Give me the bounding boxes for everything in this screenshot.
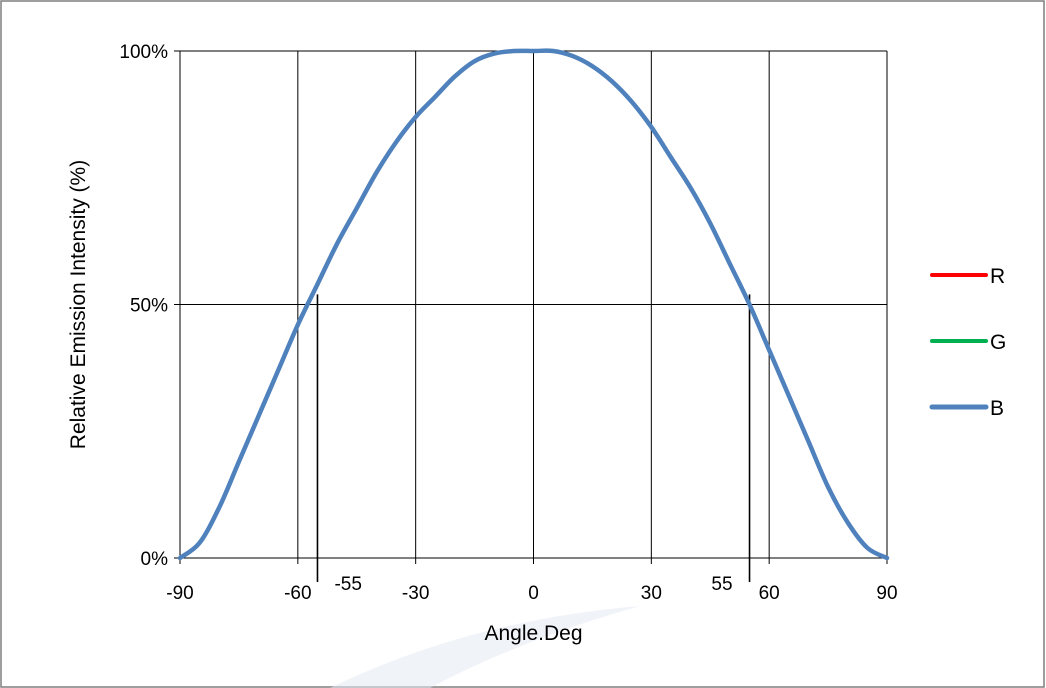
x-tick-label: -30 — [402, 583, 429, 604]
series-line-b — [177, 48, 890, 561]
legend-label-g: G — [990, 331, 1006, 354]
marker-label: -55 — [334, 574, 361, 595]
y-axis-title: Relative Emission Intensity (%) — [67, 160, 90, 449]
y-tick-labels: 0% 50% 100% — [119, 42, 168, 570]
angle-markers: -55 55 — [316, 294, 751, 595]
x-tick-labels: -90 -60 -30 0 30 60 90 — [166, 583, 897, 604]
y-tick-label: 50% — [130, 296, 168, 317]
y-tick-label: 100% — [119, 42, 168, 63]
x-tick-label: -90 — [166, 583, 193, 604]
x-tick-label: 90 — [876, 583, 897, 604]
legend-label-b: B — [990, 397, 1004, 420]
x-tick-label: 60 — [759, 583, 780, 604]
legend-label-r: R — [990, 265, 1005, 288]
gridlines — [174, 50, 888, 564]
y-tick-label: 0% — [141, 549, 169, 570]
x-axis-title: Angle.Deg — [484, 622, 582, 645]
watermark-swoosh — [330, 606, 640, 688]
x-tick-label: -60 — [284, 583, 311, 604]
marker-label: 55 — [711, 574, 732, 595]
x-tick-label: 30 — [641, 583, 662, 604]
x-tick-label: 0 — [528, 583, 539, 604]
series-lines — [177, 48, 890, 561]
legend: R G B — [929, 265, 1006, 420]
